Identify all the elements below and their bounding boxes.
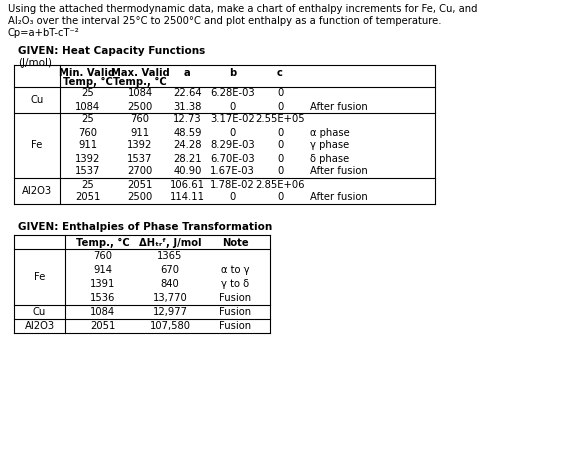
Text: 1084: 1084 <box>90 307 115 317</box>
Text: 2700: 2700 <box>128 166 153 177</box>
Text: 0: 0 <box>230 193 235 203</box>
Text: Temp, °C: Temp, °C <box>62 77 113 87</box>
Text: 914: 914 <box>93 265 112 275</box>
Text: 1391: 1391 <box>90 279 115 289</box>
Text: 0: 0 <box>277 88 283 99</box>
Text: Al₂O₃ over the interval 25°C to 2500°C and plot enthalpy as a function of temper: Al₂O₃ over the interval 25°C to 2500°C a… <box>8 16 441 26</box>
Text: 2051: 2051 <box>90 321 115 331</box>
Text: 1536: 1536 <box>90 293 115 303</box>
Text: 760: 760 <box>130 115 149 125</box>
Text: 2500: 2500 <box>128 193 153 203</box>
Text: 25: 25 <box>81 180 94 189</box>
Text: γ to δ: γ to δ <box>221 279 249 289</box>
Text: 0: 0 <box>277 166 283 177</box>
Text: Note: Note <box>222 238 248 248</box>
Text: 3.17E-02: 3.17E-02 <box>210 115 255 125</box>
Text: 911: 911 <box>78 141 97 150</box>
Text: 25: 25 <box>81 88 94 99</box>
Text: γ phase: γ phase <box>310 141 349 150</box>
Text: 1.67E-03: 1.67E-03 <box>210 166 255 177</box>
Text: 107,580: 107,580 <box>149 321 190 331</box>
Text: Cu: Cu <box>33 307 46 317</box>
Text: 2051: 2051 <box>75 193 100 203</box>
Text: 1.78E-02: 1.78E-02 <box>210 180 255 189</box>
Text: 6.70E-03: 6.70E-03 <box>210 154 255 164</box>
Text: Cp=a+bT-cT⁻²: Cp=a+bT-cT⁻² <box>8 28 80 38</box>
Text: 6.28E-03: 6.28E-03 <box>210 88 255 99</box>
Text: 31.38: 31.38 <box>173 102 202 111</box>
Text: 760: 760 <box>93 251 112 261</box>
Text: α phase: α phase <box>310 127 350 138</box>
Text: 1084: 1084 <box>128 88 152 99</box>
Text: c: c <box>277 68 283 78</box>
Text: 0: 0 <box>230 127 235 138</box>
Text: 12.73: 12.73 <box>173 115 202 125</box>
Text: 12,977: 12,977 <box>152 307 188 317</box>
Text: 1392: 1392 <box>75 154 100 164</box>
Text: 840: 840 <box>160 279 179 289</box>
Text: Fe: Fe <box>31 141 43 150</box>
Text: 1084: 1084 <box>75 102 100 111</box>
Text: a: a <box>184 68 191 78</box>
Text: Al2O3: Al2O3 <box>24 321 55 331</box>
Text: 8.29E-03: 8.29E-03 <box>210 141 255 150</box>
Text: 0: 0 <box>277 141 283 150</box>
Text: 2.55E+05: 2.55E+05 <box>255 115 305 125</box>
Text: 0: 0 <box>277 102 283 111</box>
Text: 1392: 1392 <box>128 141 153 150</box>
Text: 0: 0 <box>277 154 283 164</box>
Text: After fusion: After fusion <box>310 102 368 111</box>
Text: Fusion: Fusion <box>219 307 251 317</box>
Text: (J/mol): (J/mol) <box>18 58 52 68</box>
Text: 1537: 1537 <box>128 154 153 164</box>
Text: 2500: 2500 <box>128 102 153 111</box>
Text: 2051: 2051 <box>128 180 153 189</box>
Text: 25: 25 <box>81 115 94 125</box>
Text: Temp., °C: Temp., °C <box>76 238 129 248</box>
Text: GIVEN: Heat Capacity Functions: GIVEN: Heat Capacity Functions <box>18 46 205 56</box>
Text: 28.21: 28.21 <box>173 154 202 164</box>
Text: 0: 0 <box>277 193 283 203</box>
Text: Fusion: Fusion <box>219 293 251 303</box>
Text: Temp., °C: Temp., °C <box>113 77 167 87</box>
Text: δ phase: δ phase <box>310 154 349 164</box>
Text: Min. Valid: Min. Valid <box>59 68 115 78</box>
Text: 0: 0 <box>230 102 235 111</box>
Text: 114.11: 114.11 <box>170 193 205 203</box>
Text: 911: 911 <box>130 127 149 138</box>
Text: 0: 0 <box>277 127 283 138</box>
Text: Max. Valid: Max. Valid <box>111 68 170 78</box>
Text: Using the attached thermodynamic data, make a chart of enthalpy increments for F: Using the attached thermodynamic data, m… <box>8 4 478 14</box>
Text: Al2O3: Al2O3 <box>22 186 52 196</box>
Text: 13,770: 13,770 <box>153 293 188 303</box>
Text: GIVEN: Enthalpies of Phase Transformation: GIVEN: Enthalpies of Phase Transformatio… <box>18 222 272 232</box>
Text: 1537: 1537 <box>75 166 100 177</box>
Text: 2.85E+06: 2.85E+06 <box>255 180 305 189</box>
Text: 24.28: 24.28 <box>173 141 202 150</box>
Text: 760: 760 <box>78 127 97 138</box>
Text: b: b <box>229 68 236 78</box>
Text: After fusion: After fusion <box>310 193 368 203</box>
Text: 48.59: 48.59 <box>173 127 202 138</box>
Text: 106.61: 106.61 <box>170 180 205 189</box>
Text: 1365: 1365 <box>158 251 183 261</box>
Text: α to γ: α to γ <box>220 265 249 275</box>
Text: Fusion: Fusion <box>219 321 251 331</box>
Text: ΔHₜᵣᶠ, J/mol: ΔHₜᵣᶠ, J/mol <box>138 238 201 248</box>
Text: 22.64: 22.64 <box>173 88 202 99</box>
Text: Fe: Fe <box>34 272 45 282</box>
Text: After fusion: After fusion <box>310 166 368 177</box>
Text: Cu: Cu <box>31 95 44 105</box>
Text: 40.90: 40.90 <box>173 166 202 177</box>
Text: 670: 670 <box>160 265 179 275</box>
